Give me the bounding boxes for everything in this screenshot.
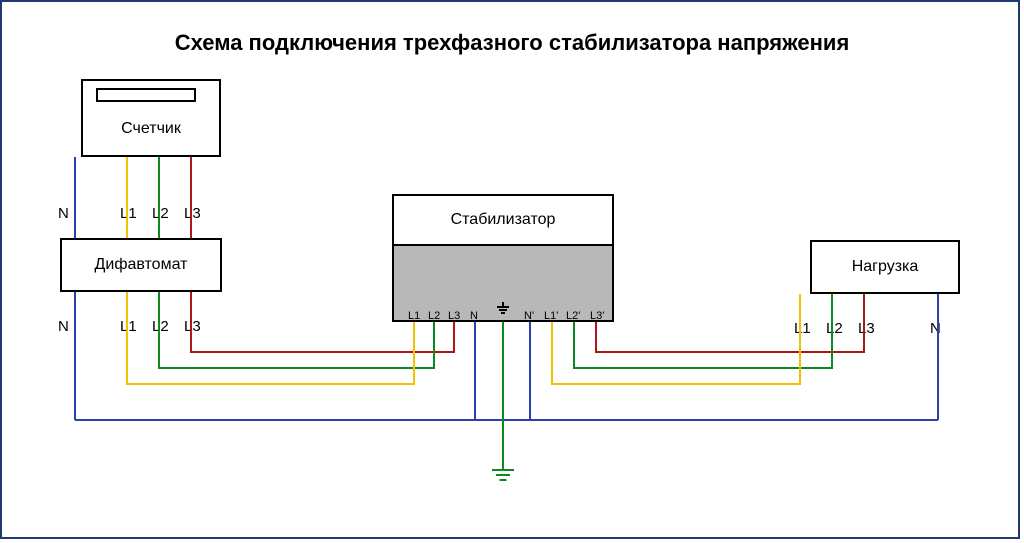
label-n-2: N [58,318,69,335]
terminal-l3: L3 [448,310,460,322]
meter-slot [96,88,196,102]
terminal-np: N' [524,310,534,322]
rcd-box: Дифавтомат [60,238,222,292]
load-label: Нагрузка [852,258,919,276]
label-l3-1: L3 [184,205,201,222]
label-n-3: N [930,320,941,337]
load-box: Нагрузка [810,240,960,294]
terminal-l1: L1 [408,310,420,322]
label-l1-3: L1 [794,320,811,337]
terminal-l3p: L3' [590,310,604,322]
rcd-label: Дифавтомат [95,256,188,274]
terminal-l1p: L1' [544,310,558,322]
terminal-n: N [470,310,478,322]
stabilizer-terminal-block [392,244,614,322]
label-n-1: N [58,205,69,222]
terminal-l2p: L2' [566,310,580,322]
label-l3-2: L3 [184,318,201,335]
stabilizer-label: Стабилизатор [451,211,556,229]
stabilizer-box: Стабилизатор [392,194,614,246]
terminal-l2: L2 [428,310,440,322]
meter-label: Счетчик [121,120,181,138]
label-l3-3: L3 [858,320,875,337]
label-l2-2: L2 [152,318,169,335]
label-l2-3: L2 [826,320,843,337]
label-l2-1: L2 [152,205,169,222]
label-l1-1: L1 [120,205,137,222]
label-l1-2: L1 [120,318,137,335]
diagram-title: Схема подключения трехфазного стабилизат… [0,30,1024,56]
